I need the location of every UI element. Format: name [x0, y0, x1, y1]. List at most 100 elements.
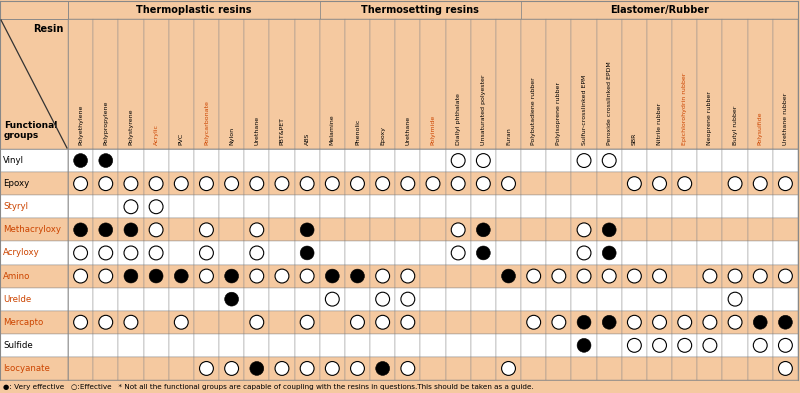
Circle shape	[754, 338, 767, 352]
Bar	[748, 149, 773, 172]
Bar	[470, 19, 496, 149]
Text: Diallyl phthalate: Diallyl phthalate	[456, 93, 461, 145]
Bar	[294, 334, 320, 357]
Bar	[143, 357, 169, 380]
Bar	[470, 264, 496, 288]
Circle shape	[326, 292, 339, 306]
Bar	[143, 288, 169, 311]
Bar	[118, 19, 143, 149]
Bar	[219, 19, 244, 149]
Circle shape	[477, 246, 490, 260]
Text: Polybutadiene rubber: Polybutadiene rubber	[531, 77, 536, 145]
Bar	[672, 19, 698, 149]
Bar	[722, 334, 748, 357]
Bar	[68, 19, 93, 149]
Text: Urethane: Urethane	[254, 116, 259, 145]
Bar	[169, 195, 194, 218]
Circle shape	[350, 315, 365, 329]
Text: Polyisoprene rubber: Polyisoprene rubber	[556, 82, 562, 145]
Bar	[0, 264, 68, 288]
Bar	[68, 1, 320, 19]
Circle shape	[754, 177, 767, 191]
Bar	[496, 149, 521, 172]
Circle shape	[250, 269, 264, 283]
Circle shape	[199, 362, 214, 375]
Text: Functional
groups: Functional groups	[4, 121, 58, 140]
Bar	[93, 149, 118, 172]
Bar	[93, 19, 118, 149]
Bar	[0, 1, 68, 19]
Bar	[320, 149, 345, 172]
Circle shape	[401, 362, 414, 375]
Bar	[571, 334, 597, 357]
Bar	[169, 288, 194, 311]
Bar	[194, 241, 219, 264]
Circle shape	[728, 177, 742, 191]
Circle shape	[99, 269, 113, 283]
Text: Urethane: Urethane	[406, 116, 410, 145]
Bar	[698, 288, 722, 311]
Text: Polyethylene: Polyethylene	[78, 105, 83, 145]
Bar	[320, 334, 345, 357]
Bar	[446, 172, 470, 195]
Circle shape	[350, 362, 365, 375]
Bar	[521, 172, 546, 195]
Bar	[647, 149, 672, 172]
Bar	[546, 218, 571, 241]
Bar	[118, 172, 143, 195]
Bar	[93, 334, 118, 357]
Circle shape	[199, 223, 214, 237]
Circle shape	[124, 223, 138, 237]
Bar	[571, 19, 597, 149]
Bar	[496, 264, 521, 288]
Bar	[118, 288, 143, 311]
Bar	[143, 172, 169, 195]
Bar	[496, 288, 521, 311]
Bar	[597, 288, 622, 311]
Bar	[521, 149, 546, 172]
Bar	[169, 311, 194, 334]
Circle shape	[401, 315, 414, 329]
Bar	[496, 195, 521, 218]
Bar	[722, 288, 748, 311]
Text: Polycarbonate: Polycarbonate	[204, 100, 209, 145]
Bar	[622, 334, 647, 357]
Bar	[647, 241, 672, 264]
Bar	[622, 311, 647, 334]
Bar	[219, 357, 244, 380]
Circle shape	[577, 223, 591, 237]
Circle shape	[451, 177, 465, 191]
Bar	[370, 311, 395, 334]
Circle shape	[778, 177, 792, 191]
Bar	[294, 149, 320, 172]
Text: Amino: Amino	[3, 272, 30, 281]
Bar	[521, 264, 546, 288]
Circle shape	[225, 292, 238, 306]
Bar	[647, 195, 672, 218]
Circle shape	[552, 269, 566, 283]
Bar	[698, 149, 722, 172]
Bar	[672, 218, 698, 241]
Circle shape	[703, 338, 717, 352]
Bar	[68, 311, 93, 334]
Text: Polyimide: Polyimide	[430, 115, 435, 145]
Circle shape	[149, 223, 163, 237]
Bar	[68, 172, 93, 195]
Bar	[748, 357, 773, 380]
Bar	[93, 288, 118, 311]
Bar	[345, 264, 370, 288]
Bar	[320, 19, 345, 149]
Bar	[118, 241, 143, 264]
Bar	[219, 288, 244, 311]
Bar	[446, 288, 470, 311]
Circle shape	[225, 269, 238, 283]
Bar	[219, 241, 244, 264]
Bar	[270, 288, 294, 311]
Bar	[294, 357, 320, 380]
Bar	[470, 195, 496, 218]
Bar	[446, 357, 470, 380]
Bar	[672, 334, 698, 357]
Bar	[496, 357, 521, 380]
Bar	[244, 334, 270, 357]
Bar	[370, 19, 395, 149]
